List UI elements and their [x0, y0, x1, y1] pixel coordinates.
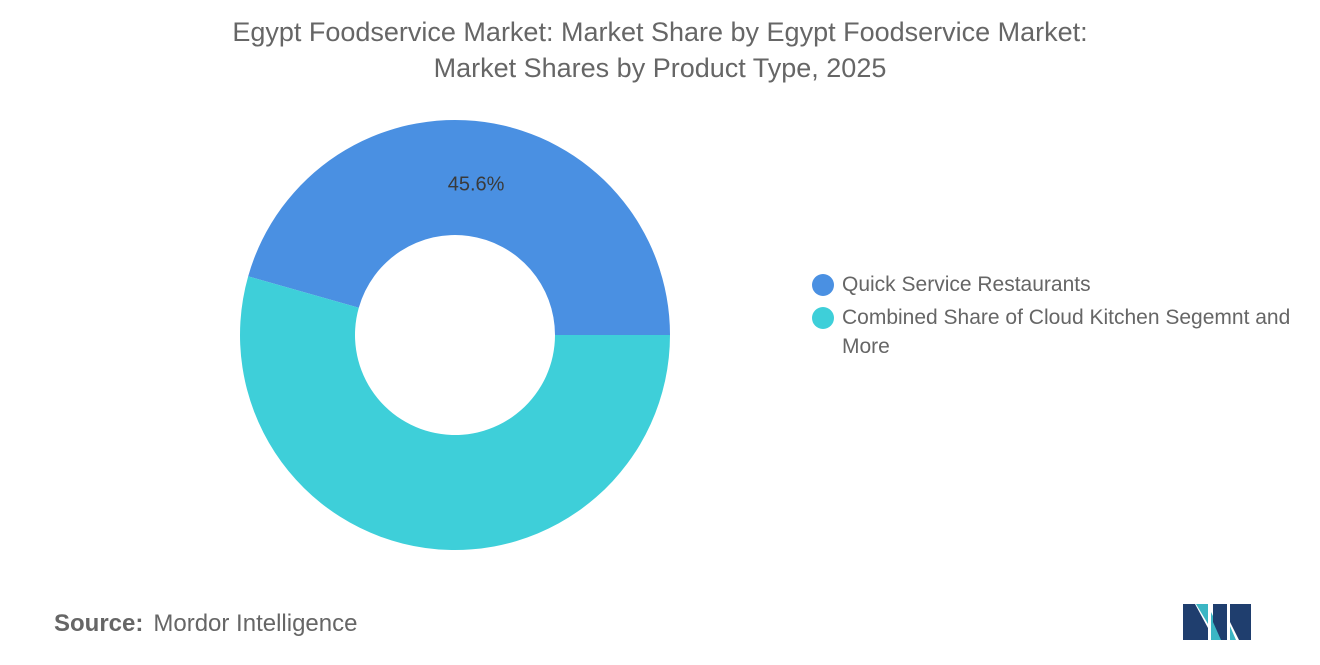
legend-swatch-cloud-kitchen-and-more	[812, 307, 834, 329]
slice-cloud-kitchen-and-more	[239, 276, 670, 550]
data-label-quick-service-restaurants: 45.6%	[448, 173, 505, 195]
chart-title-line-1: Egypt Foodservice Market: Market Share b…	[232, 17, 1088, 47]
legend-item-quick-service-restaurants: Quick Service Restaurants	[812, 270, 1302, 299]
legend-label-cloud-kitchen-and-more: Combined Share of Cloud Kitchen Segemnt …	[842, 306, 1291, 358]
slice-quick-service-restaurants	[248, 120, 670, 336]
mordor-intelligence-logo-icon	[1183, 604, 1251, 640]
donut-chart: 45.6%	[239, 120, 670, 550]
chart-title-line-2: Market Shares by Product Type, 2025	[433, 53, 887, 83]
chart-title: Egypt Foodservice Market: Market Share b…	[0, 14, 1320, 86]
legend-item-cloud-kitchen-and-more: Combined Share of Cloud Kitchen Segemnt …	[812, 303, 1302, 361]
source-note: Source: Mordor Intelligence	[54, 610, 357, 638]
legend: Quick Service Restaurants Combined Share…	[812, 270, 1302, 365]
legend-swatch-quick-service-restaurants	[812, 274, 834, 296]
legend-label-quick-service-restaurants: Quick Service Restaurants	[842, 273, 1091, 296]
source-value: Mordor Intelligence	[153, 610, 358, 637]
source-label: Source:	[54, 610, 144, 637]
